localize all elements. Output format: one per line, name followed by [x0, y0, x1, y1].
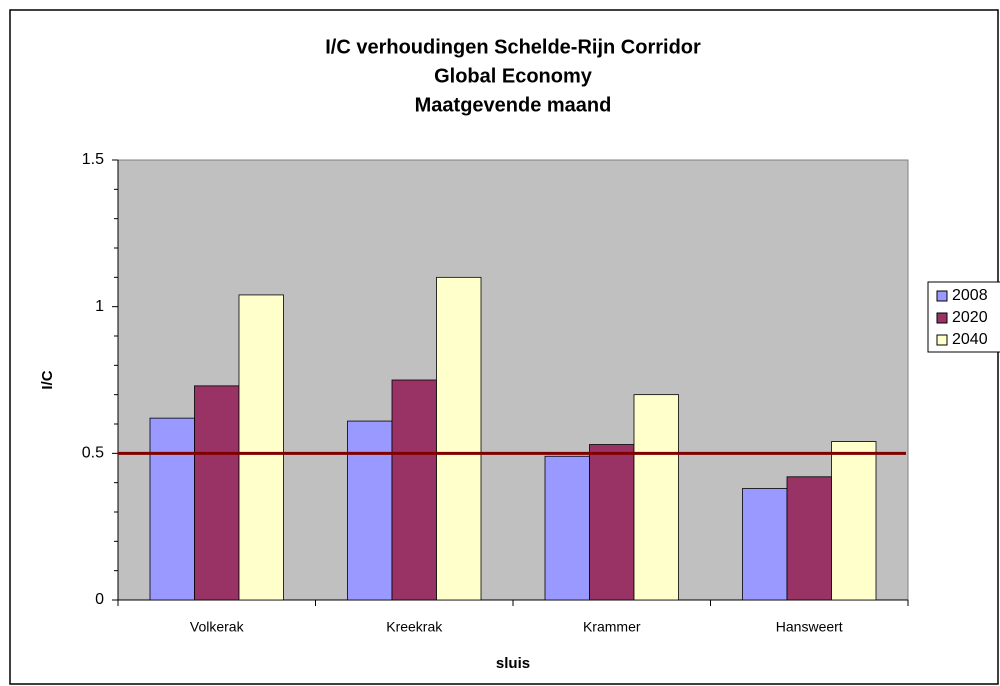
x-tick-label: Volkerak — [190, 619, 245, 635]
bar — [786, 476, 832, 601]
legend-label: 2040 — [952, 331, 988, 348]
bar — [742, 488, 788, 601]
chart-title: Global Economy — [434, 65, 593, 87]
legend-swatch — [936, 290, 948, 302]
bar — [347, 420, 393, 601]
legend-label: 2020 — [952, 309, 988, 326]
legend-swatch — [936, 334, 948, 346]
bar — [194, 385, 240, 601]
y-tick-label: 0.5 — [82, 445, 104, 462]
legend-label: 2008 — [952, 287, 988, 304]
bar — [633, 394, 679, 601]
x-tick-label: Kreekrak — [386, 619, 443, 635]
bar — [149, 417, 195, 601]
chart-title: Maatgevende maand — [415, 94, 612, 116]
bar — [391, 379, 437, 601]
bar — [544, 455, 590, 601]
bar — [831, 441, 877, 601]
x-tick-label: Hansweert — [776, 619, 843, 635]
y-axis-label: I/C — [39, 370, 56, 389]
x-axis-label: sluis — [496, 655, 530, 672]
x-tick-label: Krammer — [583, 619, 641, 635]
y-tick-label: 1 — [95, 298, 104, 315]
chart-title: I/C verhoudingen Schelde-Rijn Corridor — [325, 36, 701, 58]
y-tick-label: 0 — [95, 591, 104, 608]
legend-swatch — [936, 312, 948, 324]
y-tick-label: 1.5 — [82, 151, 104, 168]
bar — [238, 294, 284, 601]
bar — [436, 276, 482, 601]
bar — [589, 444, 635, 601]
